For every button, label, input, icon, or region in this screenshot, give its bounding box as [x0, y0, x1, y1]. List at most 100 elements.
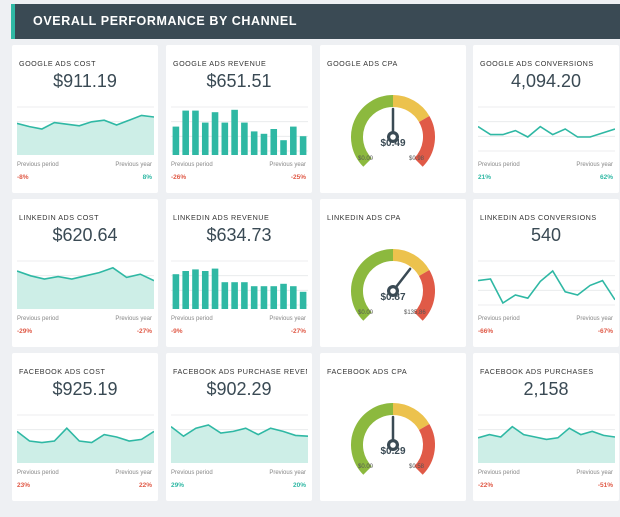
card-linkedin-ads-cpa[interactable]: LINKEDIN ADS CPA $0.87 $0.00 $135.86: [320, 199, 466, 347]
sparkline-chart: [17, 414, 154, 463]
prev-period-label: Previous period: [171, 316, 213, 322]
sparkline-chart: [171, 106, 308, 155]
bar-5: [221, 282, 229, 309]
series-line: [17, 427, 154, 444]
card-title: LINKEDIN ADS REVENUE: [173, 213, 270, 222]
card-title: GOOGLE ADS COST: [19, 59, 96, 68]
gauge-min: $0.00: [358, 156, 374, 162]
card-linkedin-ads-revenue[interactable]: LINKEDIN ADS REVENUE $634.73 Previous peri…: [166, 199, 312, 347]
series-line: [478, 269, 615, 305]
sparkline-chart: [478, 414, 615, 463]
prev-year-label: Previous year: [576, 470, 613, 476]
prev-period-label: Previous period: [478, 470, 520, 476]
bar-13: [299, 291, 307, 309]
card-linkedin-ads-cost[interactable]: LINKEDIN ADS COST $620.64 Previous period P…: [12, 199, 158, 347]
card-google-ads-revenue[interactable]: GOOGLE ADS REVENUE $651.51 Previous period…: [166, 45, 312, 193]
bar-4: [211, 268, 219, 309]
prev-year-change: 20%: [292, 482, 306, 489]
prev-year-label: Previous year: [269, 316, 306, 322]
sparkline-chart: [478, 260, 615, 306]
gauge-red-arc: [413, 116, 435, 167]
card-facebook-ads-purchase-revenue[interactable]: FACEBOOK ADS PURCHASE REVENUE $902.29 Prev…: [166, 353, 312, 501]
prev-year-change: 22%: [138, 482, 152, 489]
gauge-yellow-arc: [392, 249, 430, 277]
gauge-hub-center: [390, 134, 396, 140]
sparkline-chart: [171, 414, 308, 463]
gauge-value: $0.29: [380, 446, 406, 457]
sparkline-chart: [17, 260, 154, 309]
prev-period-change: -9%: [171, 328, 183, 335]
gauge-hub-center: [390, 442, 396, 448]
card-linkedin-ads-conversions[interactable]: LINKEDIN ADS CONVERSIONS 540 Previous peri…: [473, 199, 619, 347]
prev-period-change: 23%: [17, 482, 31, 489]
gauge-chart: [351, 249, 435, 321]
prev-period-label: Previous period: [17, 316, 59, 322]
gauge-chart: [351, 95, 435, 167]
bar-1: [182, 110, 189, 155]
bar-9: [260, 133, 268, 155]
bar-11: [280, 283, 287, 309]
prev-year-label: Previous year: [115, 470, 152, 476]
prev-year-label: Previous year: [576, 316, 613, 322]
card-title: GOOGLE ADS CPA: [327, 59, 398, 68]
bar-7: [241, 122, 248, 155]
sparkline-chart: [478, 106, 615, 152]
bar-10: [270, 129, 278, 155]
area-fill: [17, 115, 154, 155]
bar-13: [299, 136, 307, 155]
prev-period-label: Previous period: [171, 470, 213, 476]
prev-year-label: Previous year: [115, 162, 152, 168]
metric-value: $902.29: [206, 379, 272, 399]
area-fill: [478, 426, 615, 463]
metric-value: $634.73: [206, 225, 272, 245]
area-fill: [171, 425, 308, 463]
metric-value: $651.51: [206, 71, 272, 91]
series-line: [17, 266, 154, 282]
card-title: LINKEDIN ADS CPA: [327, 213, 401, 222]
prev-year-change: -27%: [136, 328, 152, 335]
card-facebook-ads-cost[interactable]: FACEBOOK ADS COST $925.19 Previous period P…: [12, 353, 158, 501]
prev-year-change: 62%: [599, 174, 613, 181]
bar-9: [260, 286, 268, 309]
prev-period-label: Previous period: [17, 162, 59, 168]
series-line: [17, 114, 154, 130]
card-google-ads-conversions[interactable]: GOOGLE ADS CONVERSIONS 4,094.20 Previous p…: [473, 45, 619, 193]
bar-7: [241, 282, 248, 309]
prev-period-change: -29%: [17, 328, 33, 335]
gauge-hub-center: [390, 288, 396, 294]
prev-year-label: Previous year: [269, 162, 306, 168]
bar-0: [172, 126, 180, 155]
card-google-ads-cpa[interactable]: GOOGLE ADS CPA $0.49 $0.00 $0.98: [320, 45, 466, 193]
bar-3: [201, 122, 209, 155]
prev-year-label: Previous year: [269, 470, 306, 476]
card-facebook-ads-purchases[interactable]: FACEBOOK ADS PURCHASES 2,158 Previous peri…: [473, 353, 619, 501]
prev-year-label: Previous year: [115, 316, 152, 322]
card-title: GOOGLE ADS REVENUE: [173, 59, 267, 68]
prev-period-change: -26%: [171, 174, 187, 181]
gauge-red-arc: [413, 424, 435, 475]
series-line: [478, 125, 615, 138]
card-facebook-ads-cpa[interactable]: FACEBOOK ADS CPA $0.29 $0.00 $0.58: [320, 353, 466, 501]
bar-6: [231, 282, 238, 309]
prev-year-label: Previous year: [576, 162, 613, 168]
prev-year-change: -51%: [597, 482, 613, 489]
gauge-min: $0.00: [358, 310, 374, 316]
gauge-green-arc: [351, 95, 394, 167]
prev-period-change: -22%: [478, 482, 494, 489]
page-title: OVERALL PERFORMANCE BY CHANNEL: [33, 14, 298, 28]
gauge-min: $0.00: [358, 464, 374, 470]
bar-12: [290, 286, 297, 309]
bar-5: [221, 122, 229, 155]
card-google-ads-cost[interactable]: GOOGLE ADS COST $911.19 Previous period Pre…: [12, 45, 158, 193]
series-line: [478, 425, 615, 441]
card-title: FACEBOOK ADS CPA: [327, 367, 408, 376]
area-fill: [17, 428, 154, 463]
metric-value: 4,094.20: [510, 71, 582, 91]
card-title: LINKEDIN ADS CONVERSIONS: [480, 213, 597, 222]
prev-period-change: 21%: [478, 174, 492, 181]
card-title: FACEBOOK ADS COST: [19, 367, 106, 376]
gauge-max: $0.98: [409, 156, 425, 162]
bar-12: [290, 126, 297, 155]
bar-6: [231, 109, 238, 155]
card-title: FACEBOOK ADS PURCHASE REVENUE: [173, 367, 307, 376]
